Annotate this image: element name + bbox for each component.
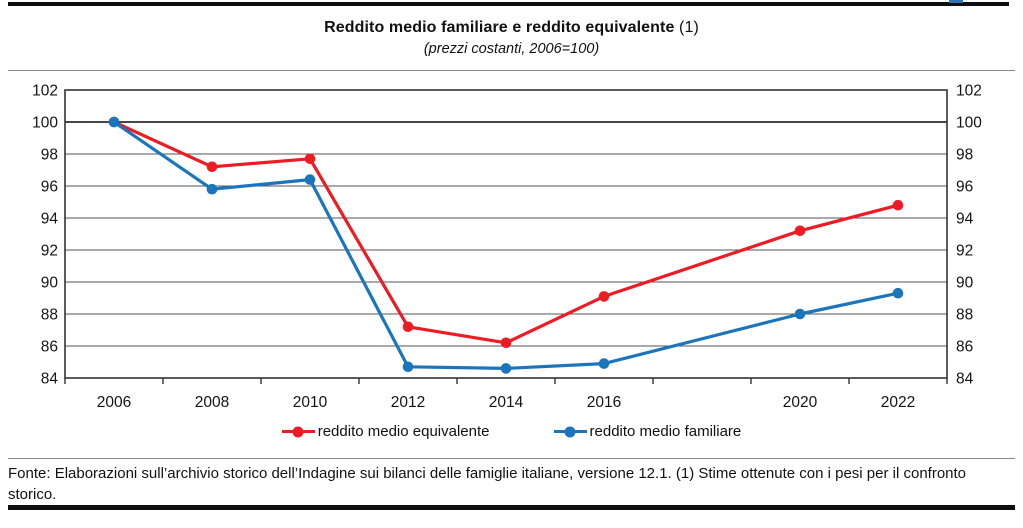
legend-label: reddito medio equivalente	[317, 423, 490, 440]
legend-dot-red-icon	[292, 426, 304, 437]
svg-text:2020: 2020	[783, 394, 818, 411]
chart-title-footnote-ref: (1)	[679, 19, 699, 36]
svg-text:2008: 2008	[195, 394, 229, 411]
source-note: Fonte: Elaborazioni sull’archivio storic…	[8, 465, 967, 503]
svg-text:90: 90	[956, 275, 974, 292]
svg-text:2016: 2016	[587, 394, 621, 411]
legend-item-reddito-medio-familiare: reddito medio familiare	[553, 423, 742, 440]
svg-text:2014: 2014	[489, 394, 524, 411]
legend-item-reddito-medio-equivalente: reddito medio equivalente	[281, 423, 490, 440]
footer-divider-rule	[8, 458, 1015, 459]
svg-text:92: 92	[41, 243, 58, 260]
svg-text:100: 100	[32, 115, 58, 132]
svg-text:92: 92	[956, 243, 973, 260]
svg-text:94: 94	[956, 211, 974, 228]
svg-text:84: 84	[41, 371, 59, 388]
svg-text:2010: 2010	[293, 394, 328, 411]
svg-text:100: 100	[956, 115, 982, 132]
chart-title: Reddito medio familiare e reddito equiva…	[0, 19, 1023, 37]
svg-text:96: 96	[41, 179, 58, 196]
svg-text:88: 88	[41, 307, 58, 324]
legend-marker-red-icon	[281, 426, 315, 437]
chart-legend: reddito medio equivalente reddito medio …	[0, 423, 1023, 440]
svg-text:86: 86	[41, 339, 58, 356]
bottom-border-rule	[8, 505, 1015, 510]
top-border-rule	[8, 2, 1009, 6]
svg-text:84: 84	[956, 371, 974, 388]
legend-dot-blue-icon	[564, 426, 576, 437]
svg-text:98: 98	[956, 147, 973, 164]
header-divider-rule	[8, 70, 1015, 71]
svg-text:86: 86	[956, 339, 973, 356]
cropped-blue-fragment	[949, 0, 963, 3]
svg-text:96: 96	[956, 179, 973, 196]
svg-text:102: 102	[32, 83, 58, 100]
svg-text:2022: 2022	[881, 394, 915, 411]
svg-text:98: 98	[41, 147, 58, 164]
svg-text:2006: 2006	[97, 394, 131, 411]
svg-text:102: 102	[956, 83, 982, 100]
svg-text:90: 90	[41, 275, 59, 292]
svg-text:94: 94	[41, 211, 59, 228]
chart-title-text: Reddito medio familiare e reddito equiva…	[324, 19, 675, 36]
svg-text:88: 88	[956, 307, 973, 324]
chart-subtitle: (prezzi costanti, 2006=100)	[423, 41, 600, 57]
legend-marker-blue-icon	[553, 426, 587, 437]
svg-text:2012: 2012	[391, 394, 425, 411]
legend-label: reddito medio familiare	[589, 423, 742, 440]
